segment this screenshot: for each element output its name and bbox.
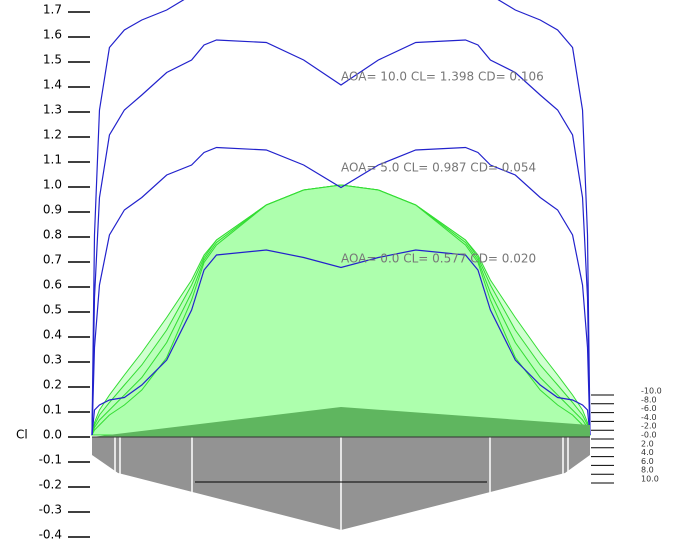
y2-tick-label: -10.0 — [641, 387, 662, 396]
wing-top — [92, 407, 590, 437]
y-tick-label: 0.9 — [43, 203, 62, 217]
annotation: AOA= 5.0 CL= 0.987 CD= 0.054 — [341, 161, 536, 175]
y-tick-label: 1.6 — [43, 28, 62, 42]
y-tick-label: -0.2 — [39, 478, 62, 492]
y2-tick-label: -8.0 — [641, 395, 657, 404]
annotation: AOA= 0.0 CL= 0.577 CD= 0.020 — [341, 252, 536, 266]
y-tick-label: 1.0 — [43, 178, 62, 192]
annotation: AOA= 10.0 CL= 1.398 CD= 0.106 — [341, 70, 544, 84]
y-tick-label: 0.6 — [43, 278, 62, 292]
y-tick-label: 0.7 — [43, 253, 62, 267]
y-axis-label: Cl — [16, 428, 28, 442]
curves — [91, 0, 591, 436]
y-tick-label: -0.3 — [39, 503, 62, 517]
y2-tick-label: 10.0 — [641, 475, 659, 484]
y-tick-label: 1.1 — [43, 153, 62, 167]
y-tick-label: 0.4 — [43, 328, 62, 342]
y2-tick-label: -6.0 — [641, 404, 657, 413]
y-tick-label: 0.3 — [43, 353, 62, 367]
y2-tick-label: -0.0 — [641, 431, 657, 440]
y-tick-label: 1.7 — [43, 3, 62, 17]
y-tick-label: 0.8 — [43, 228, 62, 242]
lift-curve — [91, 39, 591, 436]
y-tick-label: 0.1 — [43, 403, 62, 417]
lift-curve — [91, 249, 591, 436]
y2-tick-label: 4.0 — [641, 448, 654, 457]
y-tick-label: -0.4 — [39, 528, 62, 542]
y-tick-label: 1.5 — [43, 53, 62, 67]
y-tick-label: 0.2 — [43, 378, 62, 392]
y2-tick-label: 2.0 — [641, 439, 654, 448]
lift-curve — [91, 146, 591, 436]
y-tick-label: 1.4 — [43, 78, 62, 92]
y-tick-label: 1.2 — [43, 128, 62, 142]
y2-tick-label: -2.0 — [641, 422, 657, 431]
y-tick-label: 1.3 — [43, 103, 62, 117]
y-tick-label: 0.0 — [43, 428, 62, 442]
y2-tick-label: -4.0 — [641, 413, 657, 422]
y-tick-label: 0.5 — [43, 303, 62, 317]
lift-area — [91, 184, 591, 436]
y2-tick-label: 6.0 — [641, 457, 654, 466]
lift-curve — [91, 0, 591, 436]
y-tick-label: -0.1 — [39, 453, 62, 467]
y2-tick-label: 8.0 — [641, 466, 654, 475]
